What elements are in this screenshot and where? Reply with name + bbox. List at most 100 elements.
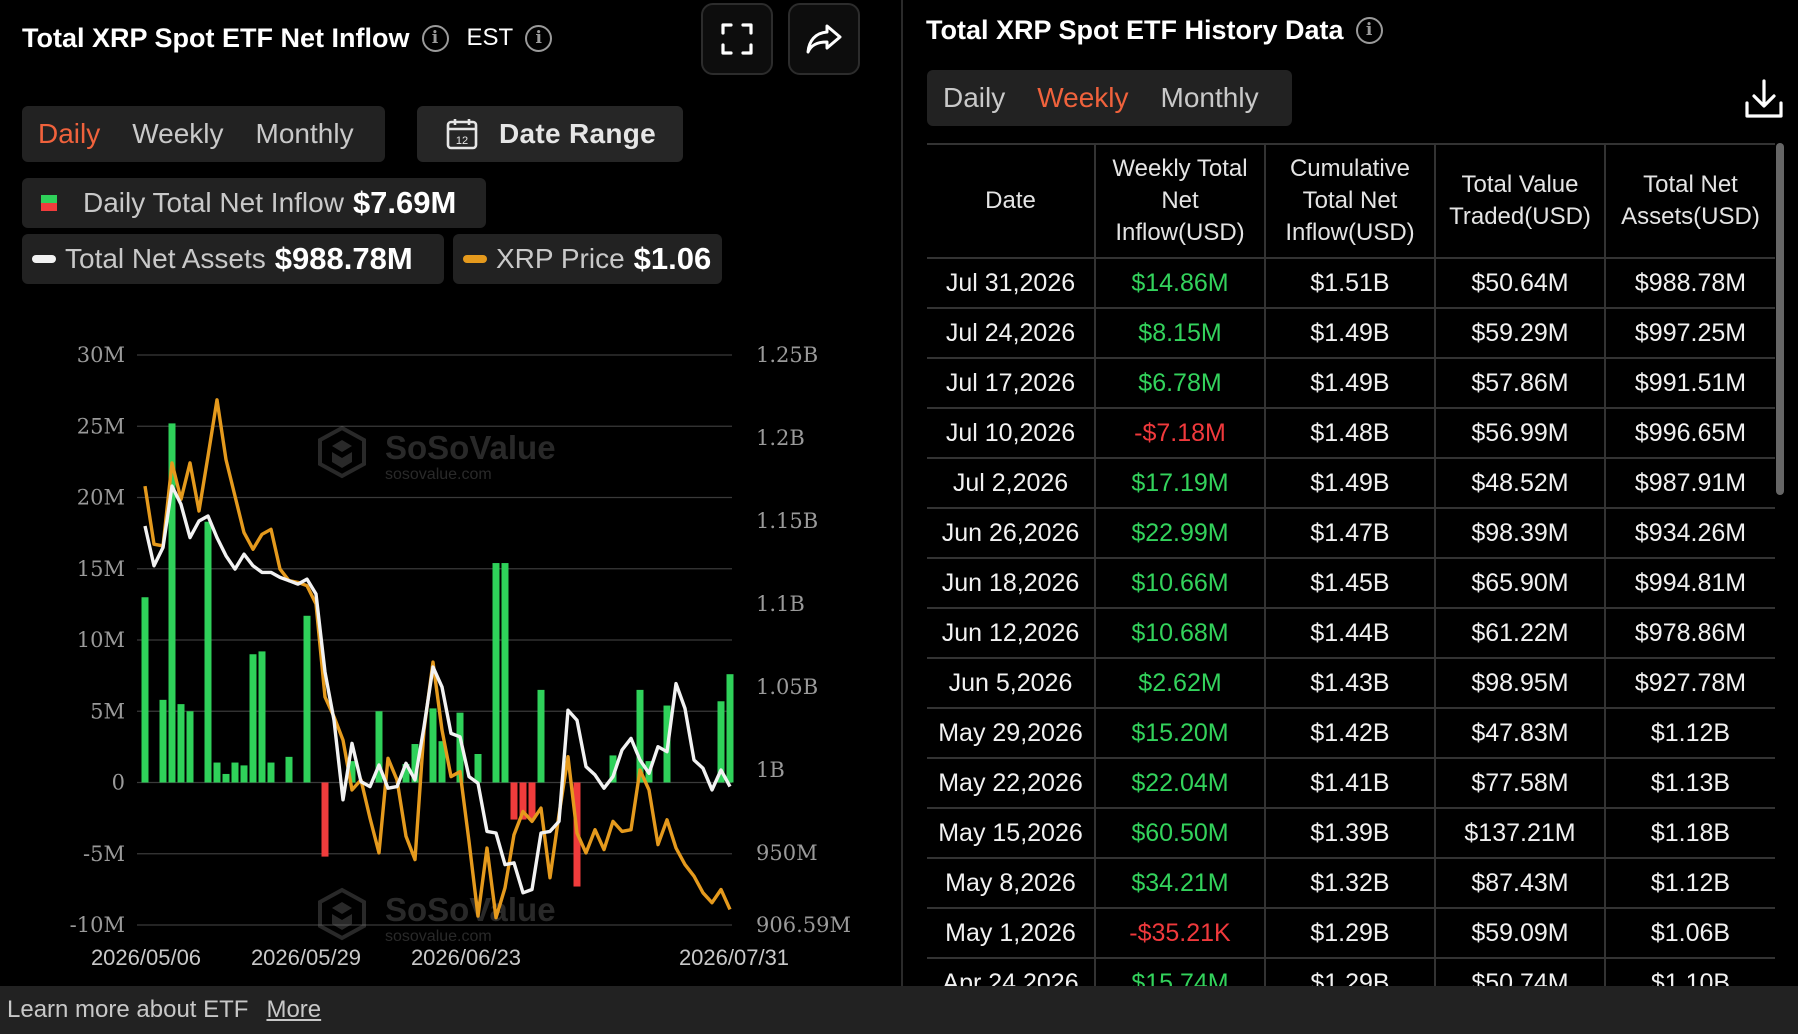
y-left-tick-label: 10M — [77, 628, 125, 652]
table-row[interactable]: May 1,2026 -$35.21K $1.29B $59.09M $1.06B — [927, 908, 1775, 959]
inflow-bar[interactable] — [231, 762, 239, 783]
inflow-chart[interactable]: SoSoValue sosovalue.com SoSoValue sosova… — [0, 330, 900, 986]
table-row[interactable]: Jul 2,2026 $17.19M $1.49B $48.52M $987.91M — [927, 458, 1775, 509]
table-row[interactable]: May 29,2026 $15.20M $1.42B $47.83M $1.12B — [927, 708, 1775, 759]
inflow-bar[interactable] — [159, 699, 167, 783]
timezone-info-icon[interactable]: i — [525, 24, 553, 52]
inflow-bar[interactable] — [267, 762, 275, 783]
inflow-bar[interactable] — [537, 689, 545, 783]
x-axis: 2026/05/06 2026/05/29 2026/06/23 2026/07/31 — [91, 945, 789, 970]
inflow-bar[interactable] — [321, 782, 329, 857]
cell-weekly-inflow: $10.66M — [1095, 558, 1266, 609]
inflow-bar[interactable] — [609, 755, 617, 783]
table-header-row: Date Weekly Total Net Inflow(USD) Cumula… — [927, 144, 1775, 259]
tab-monthly[interactable]: Monthly — [255, 118, 354, 149]
table-row[interactable]: Jul 31,2026 $14.86M $1.51B $50.64M $988.78M — [927, 258, 1775, 309]
column-header-net-assets[interactable]: Total Net Assets(USD) — [1605, 144, 1775, 259]
y-right-tick-label: 1.2B — [756, 426, 805, 450]
xrp-price-chip: XRP Price $1.06 — [453, 234, 722, 284]
xrp-price-label: XRP Price — [496, 243, 625, 274]
inflow-bar[interactable] — [456, 712, 464, 783]
table-row[interactable]: Jul 10,2026 -$7.18M $1.48B $56.99M $996.65M — [927, 408, 1775, 459]
cell-cumulative-inflow: $1.45B — [1265, 558, 1436, 609]
inflow-bar[interactable] — [141, 597, 149, 783]
net-assets-chip: Total Net Assets $988.78M — [22, 234, 444, 284]
tab-weekly[interactable]: Weekly — [1037, 82, 1129, 113]
column-header-cumulative-inflow[interactable]: Cumulative Total Net Inflow(USD) — [1265, 144, 1436, 259]
y-left-tick-label: 0 — [112, 771, 125, 795]
cell-value-traded: $57.86M — [1435, 358, 1606, 409]
info-icon[interactable]: i — [421, 24, 449, 52]
cell-cumulative-inflow: $1.47B — [1265, 508, 1436, 559]
inflow-bar[interactable] — [402, 763, 410, 783]
column-header-date[interactable]: Date — [927, 144, 1096, 259]
history-info-icon[interactable]: i — [1355, 16, 1383, 44]
cell-net-assets: $1.06B — [1605, 908, 1775, 959]
table-row[interactable]: Jul 17,2026 $6.78M $1.49B $57.86M $991.51M — [927, 358, 1775, 409]
table-row[interactable]: Apr 24,2026 $15.74M $1.29B $50.74M $1.10B — [927, 958, 1775, 986]
inflow-bar[interactable] — [258, 651, 266, 783]
inflow-bar[interactable] — [528, 782, 536, 820]
tab-daily[interactable]: Daily — [38, 118, 101, 149]
cell-date: Apr 24,2026 — [927, 958, 1096, 986]
inflow-bar[interactable] — [438, 741, 446, 783]
cell-weekly-inflow: $14.86M — [1095, 258, 1266, 309]
inflow-bar[interactable] — [411, 744, 419, 783]
inflow-bar[interactable] — [492, 563, 500, 783]
inflow-bar[interactable] — [348, 761, 356, 783]
cell-date: May 22,2026 — [927, 758, 1096, 809]
column-header-value-traded[interactable]: Total Value Traded(USD) — [1435, 144, 1606, 259]
inflow-bar[interactable] — [501, 563, 509, 783]
table-scrollbar[interactable] — [1776, 143, 1784, 495]
cell-cumulative-inflow: $1.49B — [1265, 458, 1436, 509]
tab-daily[interactable]: Daily — [943, 82, 1006, 113]
download-icon[interactable] — [1741, 76, 1787, 122]
table-row[interactable]: Jul 24,2026 $8.15M $1.49B $59.29M $997.25M — [927, 308, 1775, 359]
inflow-bar[interactable] — [375, 711, 383, 783]
fullscreen-button[interactable] — [701, 3, 773, 75]
y-axis-right: 1.25B 1.2B 1.15B 1.1B 1.05B 1B 950M 906.59M — [756, 343, 851, 937]
inflow-bar[interactable] — [249, 654, 257, 783]
inflow-bar[interactable] — [222, 773, 230, 783]
column-header-weekly-inflow[interactable]: Weekly Total Net Inflow(USD) — [1095, 144, 1266, 259]
inflow-bar[interactable] — [726, 674, 734, 783]
tab-weekly[interactable]: Weekly — [132, 118, 224, 149]
inflow-bar[interactable] — [510, 782, 518, 820]
more-link[interactable]: More — [266, 996, 322, 1023]
date-range-button[interactable]: 12 Date Range — [417, 106, 683, 162]
xrp-price-line[interactable] — [143, 398, 732, 920]
history-table-container[interactable]: Date Weekly Total Net Inflow(USD) Cumula… — [927, 143, 1775, 986]
inflow-bar[interactable] — [186, 711, 194, 783]
history-title: Total XRP Spot ETF History Data — [926, 14, 1344, 45]
inflow-bar[interactable] — [636, 689, 644, 783]
table-row[interactable]: May 22,2026 $22.04M $1.41B $77.58M $1.13B — [927, 758, 1775, 809]
table-row[interactable]: May 15,2026 $60.50M $1.39B $137.21M $1.18B — [927, 808, 1775, 859]
inflow-bar[interactable] — [474, 754, 482, 783]
chart-watermark: SoSoValue sosovalue.com — [318, 425, 556, 483]
table-row[interactable]: Jun 18,2026 $10.66M $1.45B $65.90M $994.81M — [927, 558, 1775, 609]
table-row[interactable]: May 8,2026 $34.21M $1.32B $87.43M $1.12B — [927, 858, 1775, 909]
cell-value-traded: $47.83M — [1435, 708, 1606, 759]
inflow-bar[interactable] — [303, 615, 311, 783]
inflow-bar[interactable] — [519, 782, 527, 820]
cell-date: Jun 5,2026 — [927, 658, 1096, 709]
tab-monthly[interactable]: Monthly — [1160, 82, 1259, 113]
inflow-bar[interactable] — [429, 708, 437, 783]
share-button[interactable] — [788, 3, 860, 75]
net-assets-line[interactable] — [143, 484, 732, 895]
x-tick-label: 2026/07/31 — [679, 945, 789, 970]
inflow-bar[interactable] — [177, 704, 185, 783]
cell-net-assets: $1.10B — [1605, 958, 1775, 986]
inflow-bar[interactable] — [213, 762, 221, 783]
inflow-bar[interactable] — [168, 423, 176, 783]
inflow-bar[interactable] — [285, 756, 293, 783]
table-row[interactable]: Jun 26,2026 $22.99M $1.47B $98.39M $934.26M — [927, 508, 1775, 559]
inflow-bar[interactable] — [240, 765, 248, 783]
timezone-label: EST — [466, 24, 514, 51]
cell-weekly-inflow: $15.74M — [1095, 958, 1266, 986]
table-row[interactable]: Jun 12,2026 $10.68M $1.44B $61.22M $978.86M — [927, 608, 1775, 659]
inflow-bar[interactable] — [204, 521, 212, 783]
table-row[interactable]: Jun 5,2026 $2.62M $1.43B $98.95M $927.78M — [927, 658, 1775, 709]
xrp-price-value: $1.06 — [633, 241, 712, 276]
inflow-bar[interactable] — [717, 701, 725, 783]
